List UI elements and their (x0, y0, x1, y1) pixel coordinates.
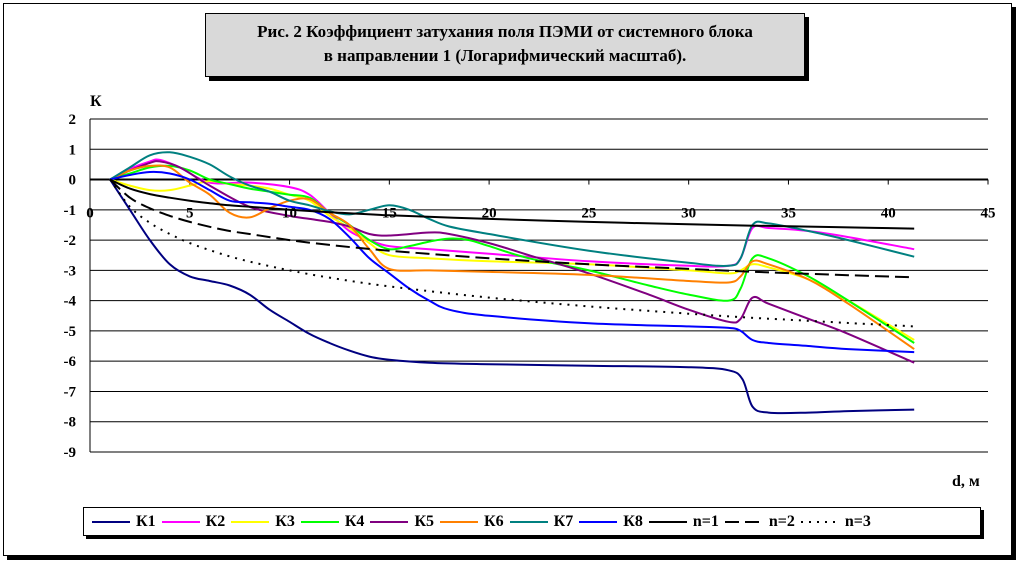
series-line-k8 (109, 170, 915, 354)
tick-labels: 210-1-2-3-4-5-6-7-8-90 5 10 15 20 25 30 35 40 45 (64, 112, 996, 461)
x-tick-label: 0 (86, 206, 94, 222)
legend-swatch (370, 520, 409, 523)
x-tick-label: 10 (282, 206, 297, 222)
legend-label: n=3 (844, 512, 871, 530)
legend: К1 К2 К3 К4 К5 К6 К7 К8 n=1 n=2 n=3 (83, 507, 981, 536)
legend-item: К5 (370, 513, 434, 531)
legend-label: К1 (136, 512, 156, 530)
chart-title-box: Рис. 2 Коэффициент затухания поля ПЭМИ о… (205, 13, 805, 77)
y-tick-label: -2 (64, 233, 77, 249)
axes (89, 119, 989, 452)
legend-item: К3 (231, 513, 295, 531)
legend-swatch (92, 520, 130, 523)
legend-item: n=1 (648, 512, 719, 531)
legend-label: n=1 (692, 512, 719, 530)
y-tick-label: 1 (69, 142, 77, 158)
legend-swatch (440, 520, 479, 523)
y-tick-label: -5 (64, 324, 77, 340)
legend-item: n=2 (724, 512, 795, 531)
legend-label: К6 (484, 512, 504, 530)
chart-title-line-1: Рис. 2 Коэффициент затухания поля ПЭМИ о… (257, 22, 753, 41)
series-line-k7 (109, 151, 915, 268)
legend-swatch (509, 520, 548, 523)
legend-label: К4 (344, 512, 365, 530)
series-line-n-2 (109, 178, 915, 279)
series-line-k1 (109, 178, 915, 415)
chart-title-line-2: в направлении 1 (Логарифмический масштаб… (323, 46, 687, 65)
series-line-k6 (109, 164, 915, 350)
legend-item: n=3 (800, 512, 871, 531)
series-line-n-3 (109, 178, 915, 328)
legend-item: К2 (161, 512, 226, 531)
chart-frame (3, 3, 1012, 556)
y-tick-label: -1 (64, 203, 77, 219)
series-line-k5 (109, 160, 915, 364)
y-tick-label: -9 (64, 445, 77, 461)
y-tick-label: -6 (64, 354, 77, 370)
y-tick-label: -4 (64, 294, 77, 310)
legend-swatch (231, 520, 270, 523)
y-tick-label: -3 (64, 263, 77, 279)
legend-swatch (724, 520, 763, 523)
series-lines (109, 151, 915, 415)
legend-item: К4 (300, 512, 365, 531)
x-tick-label: 45 (981, 206, 996, 222)
legend-item: К7 (509, 512, 574, 531)
legend-swatch (300, 520, 339, 523)
legend-label: К2 (205, 512, 226, 530)
legend-swatch (800, 520, 839, 523)
legend-swatch (648, 520, 687, 523)
legend-label: К7 (553, 512, 574, 530)
x-tick-label: 35 (781, 206, 796, 222)
y-tick-label: -7 (64, 384, 77, 400)
x-tick-label: 15 (382, 206, 397, 222)
x-tick-label: 20 (482, 206, 497, 222)
x-tick-label: 30 (681, 206, 696, 222)
legend-label: К5 (414, 512, 435, 530)
legend-item: К6 (440, 513, 504, 531)
series-line-k3 (109, 178, 915, 341)
x-tick-label: 5 (186, 206, 194, 222)
y-tick-label: 2 (69, 112, 77, 128)
x-tick-label: 25 (581, 206, 596, 222)
x-tick-label: 40 (881, 206, 896, 222)
legend-item: К8 (579, 513, 643, 531)
y-tick-label: 0 (69, 173, 77, 189)
legend-label: n=2 (768, 512, 795, 530)
grid-lines (90, 118, 988, 453)
legend-item: К1 (92, 513, 156, 531)
y-tick-label: -8 (64, 415, 77, 431)
legend-label: К3 (275, 512, 295, 530)
x-axis-label: d, м (952, 473, 980, 490)
legend-swatch (579, 520, 618, 523)
legend-label: К8 (623, 512, 643, 530)
y-axis-label: К (90, 93, 102, 110)
series-line-n-1 (109, 178, 915, 230)
series-line-k4 (109, 164, 915, 344)
legend-swatch (161, 520, 200, 523)
